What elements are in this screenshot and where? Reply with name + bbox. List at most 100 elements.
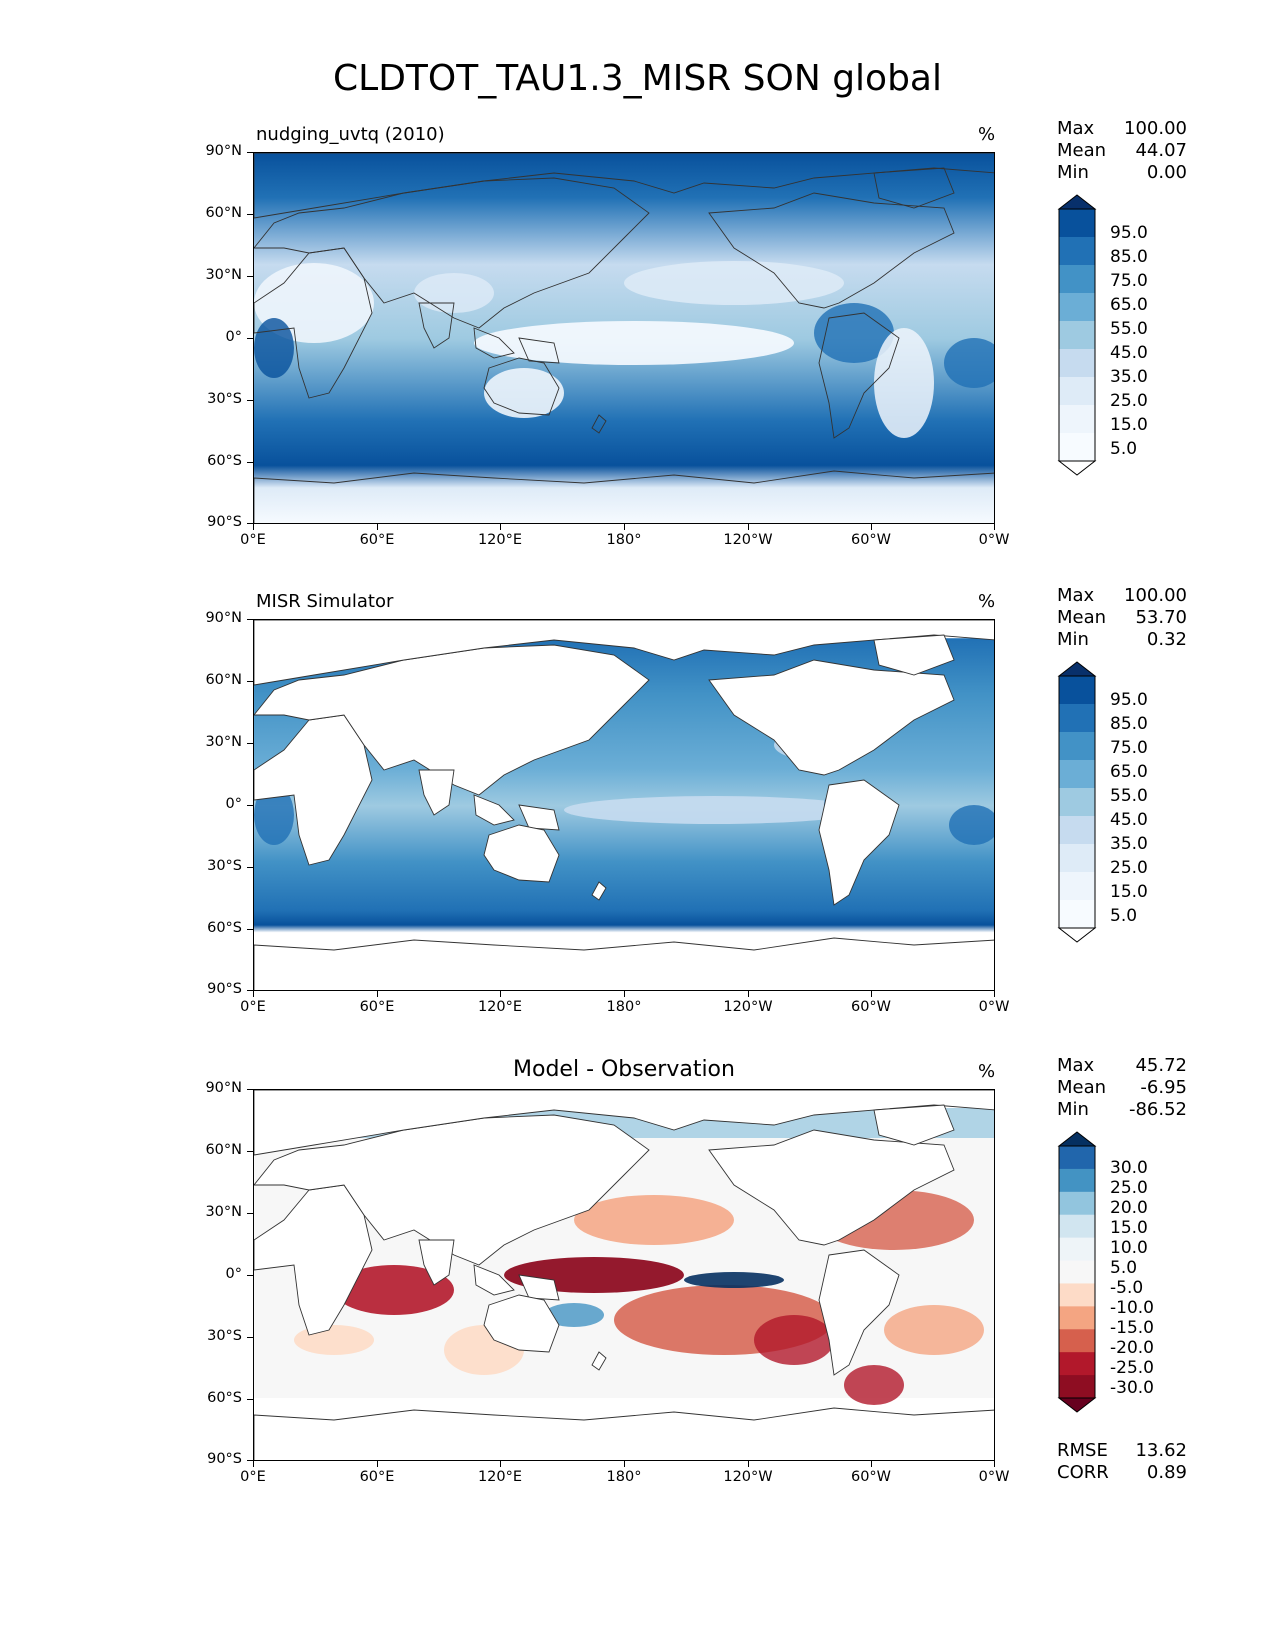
lat-label: 60°S <box>207 453 242 469</box>
colorbar-label: 15.0 <box>1110 415 1148 435</box>
colorbar-label: 85.0 <box>1110 247 1148 267</box>
stats-box: Max 45.72 Mean -6.95 Min -86.52 <box>1057 1055 1187 1121</box>
colorbar-label: 65.0 <box>1110 762 1148 782</box>
colorbar-segment <box>1059 872 1095 901</box>
colorbar-segment <box>1059 209 1095 238</box>
metric-label: RMSE <box>1057 1440 1108 1461</box>
colorbar-label: 15.0 <box>1110 1218 1148 1238</box>
colorbar-segment <box>1059 1237 1095 1262</box>
colorbar-segment <box>1059 1146 1095 1170</box>
map-test <box>253 152 995 524</box>
lon-label: 60°W <box>850 1469 892 1485</box>
colorbar-segment <box>1059 1168 1095 1193</box>
lon-label: 120°W <box>723 532 773 548</box>
colorbar-label: 25.0 <box>1110 391 1148 411</box>
colorbar-label: -5.0 <box>1110 1278 1144 1298</box>
lat-label: 0° <box>225 1266 242 1282</box>
lat-label: 60°N <box>205 205 242 221</box>
colorbar-segment <box>1059 405 1095 434</box>
colorbar-label: 35.0 <box>1110 367 1148 387</box>
stat-label: Mean <box>1057 1077 1107 1098</box>
stat-value: 100.00 <box>1124 118 1187 139</box>
colorbar-label: 95.0 <box>1110 690 1148 710</box>
metric-value: 0.89 <box>1146 1462 1187 1483</box>
colorbar-outline <box>1058 208 1096 462</box>
lon-label: 60°E <box>359 1469 395 1485</box>
colorbar-label: 35.0 <box>1110 834 1148 854</box>
stat-label: Mean <box>1057 140 1107 161</box>
lat-label: 60°S <box>207 920 242 936</box>
colorbar-label: 5.0 <box>1110 439 1138 459</box>
lat-label: 30°S <box>207 1328 242 1344</box>
colorbar-label: 95.0 <box>1110 223 1148 243</box>
colorbar-segment <box>1059 844 1095 873</box>
stat-value: -86.52 <box>1128 1099 1187 1120</box>
colorbar-segment <box>1059 732 1095 761</box>
colorbar-segment <box>1059 760 1095 789</box>
colorbar-label: 30.0 <box>1110 1158 1148 1178</box>
colorbar-label: 25.0 <box>1110 858 1148 878</box>
lat-label: 90°S <box>207 981 242 997</box>
stat-label: Min <box>1057 162 1089 183</box>
panel-reference: MISR Simulator % <box>0 585 1275 1055</box>
colorbar <box>1057 661 1097 943</box>
colorbar-outline <box>1058 675 1096 929</box>
colorbar-segment <box>1059 265 1095 294</box>
colorbar-extend-top <box>1057 1131 1097 1147</box>
lon-label: 0°W <box>978 532 1010 548</box>
colorbar-label: 45.0 <box>1110 810 1148 830</box>
colorbar-segment <box>1059 1375 1095 1399</box>
lon-label: 60°E <box>359 999 395 1015</box>
colorbar-label: 55.0 <box>1110 319 1148 339</box>
colorbar-label: 20.0 <box>1110 1198 1148 1218</box>
lon-label: 0°E <box>240 532 266 548</box>
lat-label: 60°N <box>205 1142 242 1158</box>
units-label: % <box>978 1061 996 1082</box>
colorbar-label: 10.0 <box>1110 1238 1148 1258</box>
metric-label: CORR <box>1057 1462 1109 1483</box>
lat-label: 30°N <box>205 734 242 750</box>
lon-label: 120°E <box>477 1469 523 1485</box>
lat-label: 90°N <box>205 143 242 159</box>
lat-label: 90°N <box>205 610 242 626</box>
lon-label: 180° <box>606 999 642 1015</box>
metric-value: 13.62 <box>1135 1440 1187 1461</box>
panel-difference: Model - Observation % 90°N 60°N 30°N 0° <box>0 1055 1275 1525</box>
colorbar-segment <box>1059 1214 1095 1239</box>
lat-label: 30°S <box>207 858 242 874</box>
map-reference <box>253 619 995 991</box>
lat-label: 60°S <box>207 1390 242 1406</box>
colorbar-extend-bottom <box>1057 460 1097 476</box>
stat-value: 45.72 <box>1135 1055 1187 1076</box>
lon-label: 120°E <box>477 999 523 1015</box>
stat-value: 44.07 <box>1135 140 1187 161</box>
colorbar-segment <box>1059 433 1095 462</box>
colorbar-label: -20.0 <box>1110 1338 1154 1358</box>
lat-label: 0° <box>225 796 242 812</box>
lon-label: 120°W <box>723 1469 773 1485</box>
lat-label: 30°S <box>207 391 242 407</box>
colorbar-segment <box>1059 1329 1095 1353</box>
stat-value: -6.95 <box>1140 1077 1187 1098</box>
stat-value: 0.32 <box>1146 629 1187 650</box>
lon-label: 0°E <box>240 1469 266 1485</box>
colorbar-label: 75.0 <box>1110 271 1148 291</box>
stat-label: Min <box>1057 629 1089 650</box>
figure-title: CLDTOT_TAU1.3_MISR SON global <box>333 58 942 99</box>
colorbar-segment <box>1059 237 1095 266</box>
colorbar-label: -30.0 <box>1110 1378 1154 1398</box>
colorbar-segment <box>1059 1260 1095 1284</box>
stat-label: Mean <box>1057 607 1107 628</box>
lon-label: 180° <box>606 532 642 548</box>
lat-label: 30°N <box>205 267 242 283</box>
lat-label: 90°N <box>205 1080 242 1096</box>
map-difference <box>253 1089 995 1461</box>
colorbar-label: -15.0 <box>1110 1318 1154 1338</box>
colorbar-label: 85.0 <box>1110 714 1148 734</box>
panel-title: MISR Simulator <box>256 591 394 612</box>
colorbar-label: 75.0 <box>1110 738 1148 758</box>
colorbar-segment <box>1059 788 1095 817</box>
colorbar <box>1057 1131 1097 1413</box>
colorbar-segment <box>1059 293 1095 322</box>
stat-value: 0.00 <box>1146 162 1187 183</box>
